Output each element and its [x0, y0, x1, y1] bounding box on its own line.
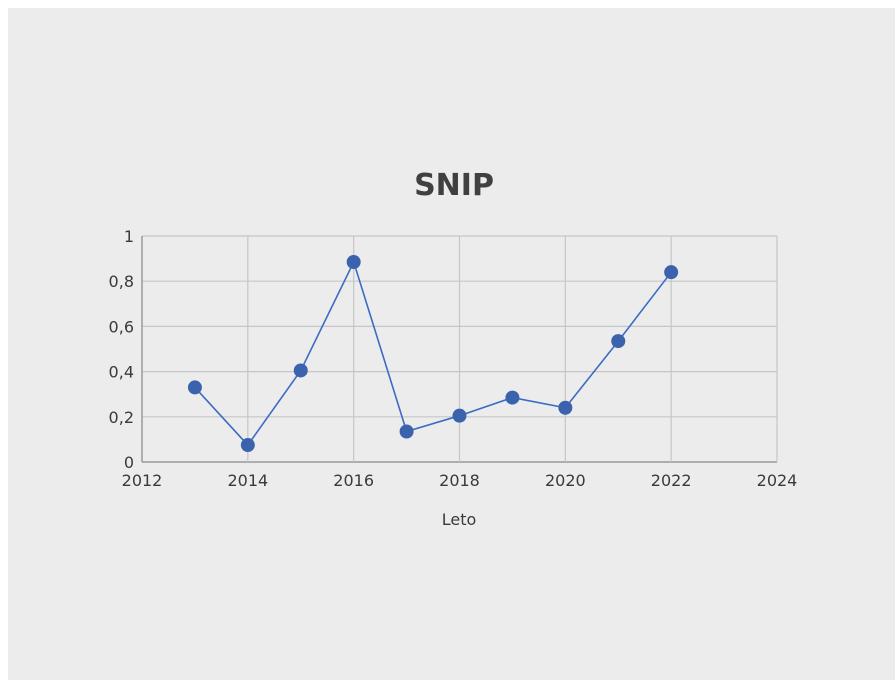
series-line	[194, 259, 672, 447]
data-point	[240, 438, 255, 453]
data-point	[346, 254, 361, 269]
grid-lines	[141, 235, 778, 463]
y-axis-ticks: 0 0,2 0,4 0,6 0,8 1	[109, 227, 134, 472]
x-tick-label: 2012	[122, 471, 163, 490]
data-point	[452, 408, 467, 423]
y-tick-label: 0,6	[109, 317, 134, 336]
data-point	[399, 424, 414, 439]
x-tick-label: 2020	[545, 471, 586, 490]
chart-title: SNIP	[414, 168, 494, 203]
data-point	[664, 265, 679, 280]
y-tick-label: 0,8	[109, 272, 134, 291]
x-tick-label: 2018	[439, 471, 480, 490]
data-point	[293, 363, 308, 378]
y-tick-label: 0,4	[109, 363, 134, 382]
x-axis-title: Leto	[442, 510, 477, 529]
data-point	[558, 400, 573, 415]
data-point	[505, 390, 520, 405]
y-tick-label: 0	[124, 453, 134, 472]
series-group	[187, 254, 679, 453]
y-tick-label: 0,2	[109, 408, 134, 427]
y-tick-label: 1	[124, 227, 134, 246]
x-tick-label: 2014	[227, 471, 268, 490]
chart-panel	[8, 8, 895, 680]
x-tick-label: 2016	[333, 471, 374, 490]
x-axis-ticks: 2012 2014 2016 2018 2020 2022 2024	[122, 471, 798, 490]
data-point	[187, 380, 202, 395]
data-point	[611, 334, 626, 349]
x-tick-label: 2024	[757, 471, 798, 490]
x-tick-label: 2022	[651, 471, 692, 490]
